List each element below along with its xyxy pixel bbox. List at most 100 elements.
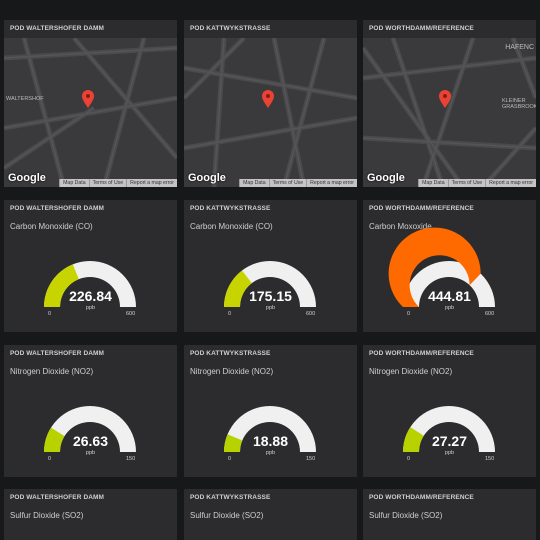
- gauge-min-label: 0: [407, 311, 411, 317]
- map-roads: [184, 38, 357, 187]
- map-view[interactable]: WALTERSHOF Google Map Data Terms of Use Repo…: [4, 38, 177, 187]
- gauge-value: 27.27: [431, 433, 468, 449]
- map-place-label: KLEINER GRASBROOK: [502, 98, 536, 110]
- gauge-fill: [224, 434, 243, 452]
- gauge-card: POD WORTHDAMM/REFERENCE Carbon Moxoxide 44…: [363, 200, 536, 332]
- gauge-card: POD WALTERSHOFER DAMM Sulfur Dioxide (SO2…: [4, 489, 177, 540]
- gauge-card: POD KATTWYKSTRASSE Sulfur Dioxide (SO2): [184, 489, 357, 540]
- map-marker-icon[interactable]: [439, 90, 451, 108]
- gauge-value: 175.15: [249, 288, 292, 304]
- card-title: POD KATTWYKSTRASSE: [190, 205, 271, 212]
- gauge-card: POD KATTWYKSTRASSE Nitrogen Dioxide (NO2)…: [184, 345, 357, 477]
- pollutant-label: Sulfur Dioxide (SO2): [190, 511, 264, 520]
- google-logo: Google: [188, 172, 226, 184]
- gauge-value: 444.81: [428, 288, 471, 304]
- map-view[interactable]: Google Map Data Terms of Use Report a map e…: [184, 38, 357, 187]
- gauge-unit: ppb: [85, 450, 96, 456]
- pollutant-label: Nitrogen Dioxide (NO2): [369, 367, 453, 376]
- gauge-min-label: 0: [228, 311, 232, 317]
- map-card: POD WALTERSHOFER DAMM WALTERSHOF Google Map…: [4, 20, 177, 187]
- gauge-fill: [224, 270, 252, 307]
- gauge-card: POD WORTHDAMM/REFERENCE Nitrogen Dioxide …: [363, 345, 536, 477]
- gauge-track: [44, 406, 136, 452]
- card-title: POD KATTWYKSTRASSE: [190, 350, 271, 357]
- gauge-max-label: 150: [306, 456, 316, 462]
- gauge-chart: [388, 227, 495, 307]
- gauge-unit: ppb: [265, 450, 276, 456]
- map-card: POD WORTHDAMM/REFERENCE HAFENC KLEINER GRA…: [363, 20, 536, 187]
- gauge-unit: ppb: [444, 450, 455, 456]
- gauge-track: [224, 261, 316, 307]
- gauge-min-label: 0: [228, 456, 232, 462]
- gauge-value: 26.63: [72, 433, 109, 449]
- gauge-chart: [403, 406, 495, 452]
- gauge-value: 18.88: [252, 433, 289, 449]
- map-footer-link[interactable]: Terms of Use: [88, 179, 127, 187]
- gauge-min-label: 0: [48, 311, 52, 317]
- gauge-fill: [388, 227, 481, 307]
- gauge-unit: ppb: [85, 305, 96, 311]
- map-footer-link[interactable]: Map Data: [239, 179, 269, 187]
- gauge-chart: [224, 261, 316, 307]
- google-logo: Google: [367, 172, 405, 184]
- map-footer-link[interactable]: Terms of Use: [447, 179, 486, 187]
- card-title: POD KATTWYKSTRASSE: [190, 25, 271, 32]
- map-footer: Map Data Terms of Use Report a map error: [239, 179, 357, 187]
- map-footer-link[interactable]: Map Data: [418, 179, 448, 187]
- gauge-max-label: 600: [126, 311, 136, 317]
- gauge-max-label: 600: [485, 311, 495, 317]
- card-title: POD WORTHDAMM/REFERENCE: [369, 205, 474, 212]
- card-title: POD WALTERSHOFER DAMM: [10, 494, 105, 501]
- gauge-min-label: 0: [407, 456, 411, 462]
- gauge-max-label: 600: [306, 311, 316, 317]
- map-footer-link[interactable]: Terms of Use: [268, 179, 307, 187]
- pollutant-label: Carbon Monoxide (CO): [190, 222, 273, 231]
- gauge-value: 226.84: [69, 288, 112, 304]
- gauge-card: POD WORTHDAMM/REFERENCE Sulfur Dioxide (S…: [363, 489, 536, 540]
- pollutant-label: Carbon Moxoxide: [369, 222, 432, 231]
- pollutant-label: Nitrogen Dioxide (NO2): [190, 367, 274, 376]
- card-title: POD WORTHDAMM/REFERENCE: [369, 25, 474, 32]
- map-footer-link[interactable]: Report a map error: [126, 179, 177, 187]
- map-marker-icon[interactable]: [82, 90, 94, 108]
- card-title: POD WORTHDAMM/REFERENCE: [369, 494, 474, 501]
- map-place-label: HAFENC: [505, 44, 534, 51]
- gauge-max-label: 150: [485, 456, 495, 462]
- gauge-min-label: 0: [48, 456, 52, 462]
- map-marker-icon[interactable]: [262, 90, 274, 108]
- map-footer: Map Data Terms of Use Report a map error: [59, 179, 177, 187]
- gauge-card: POD KATTWYKSTRASSE Carbon Monoxide (CO) 17…: [184, 200, 357, 332]
- gauge-chart: [44, 261, 136, 307]
- gauge-card: POD WALTERSHOFER DAMM Nitrogen Dioxide (N…: [4, 345, 177, 477]
- map-footer-link[interactable]: Report a map error: [306, 179, 357, 187]
- card-title: POD WALTERSHOFER DAMM: [10, 25, 105, 32]
- map-roads: [363, 38, 536, 187]
- pollutant-label: Carbon Monoxide (CO): [10, 222, 93, 231]
- map-roads: [4, 38, 177, 187]
- card-title: POD WORTHDAMM/REFERENCE: [369, 350, 474, 357]
- map-place-label: WALTERSHOF: [6, 96, 44, 102]
- map-card: POD KATTWYKSTRASSE Google Map Data Terms of…: [184, 20, 357, 187]
- gauge-track: [224, 406, 316, 452]
- gauge-max-label: 150: [126, 456, 136, 462]
- map-footer-link[interactable]: Map Data: [59, 179, 89, 187]
- gauge-fill: [403, 427, 424, 452]
- gauge-unit: ppb: [265, 305, 276, 311]
- gauge-track: [403, 406, 495, 452]
- google-logo: Google: [8, 172, 46, 184]
- map-view[interactable]: HAFENC KLEINER GRASBROOK Google Map Data Ter…: [363, 38, 536, 187]
- pollutant-label: Nitrogen Dioxide (NO2): [10, 367, 94, 376]
- card-title: POD KATTWYKSTRASSE: [190, 494, 271, 501]
- card-title: POD WALTERSHOFER DAMM: [10, 205, 105, 212]
- map-footer: Map Data Terms of Use Report a map error: [418, 179, 536, 187]
- gauge-chart: [224, 406, 316, 452]
- gauge-card: POD WALTERSHOFER DAMM Carbon Monoxide (CO…: [4, 200, 177, 332]
- gauge-fill: [44, 427, 65, 452]
- pollutant-label: Sulfur Dioxide (SO2): [369, 511, 443, 520]
- gauge-unit: ppb: [444, 305, 455, 311]
- card-title: POD WALTERSHOFER DAMM: [10, 350, 105, 357]
- map-footer-link[interactable]: Report a map error: [485, 179, 536, 187]
- pollutant-label: Sulfur Dioxide (SO2): [10, 511, 84, 520]
- gauge-chart: [44, 406, 136, 452]
